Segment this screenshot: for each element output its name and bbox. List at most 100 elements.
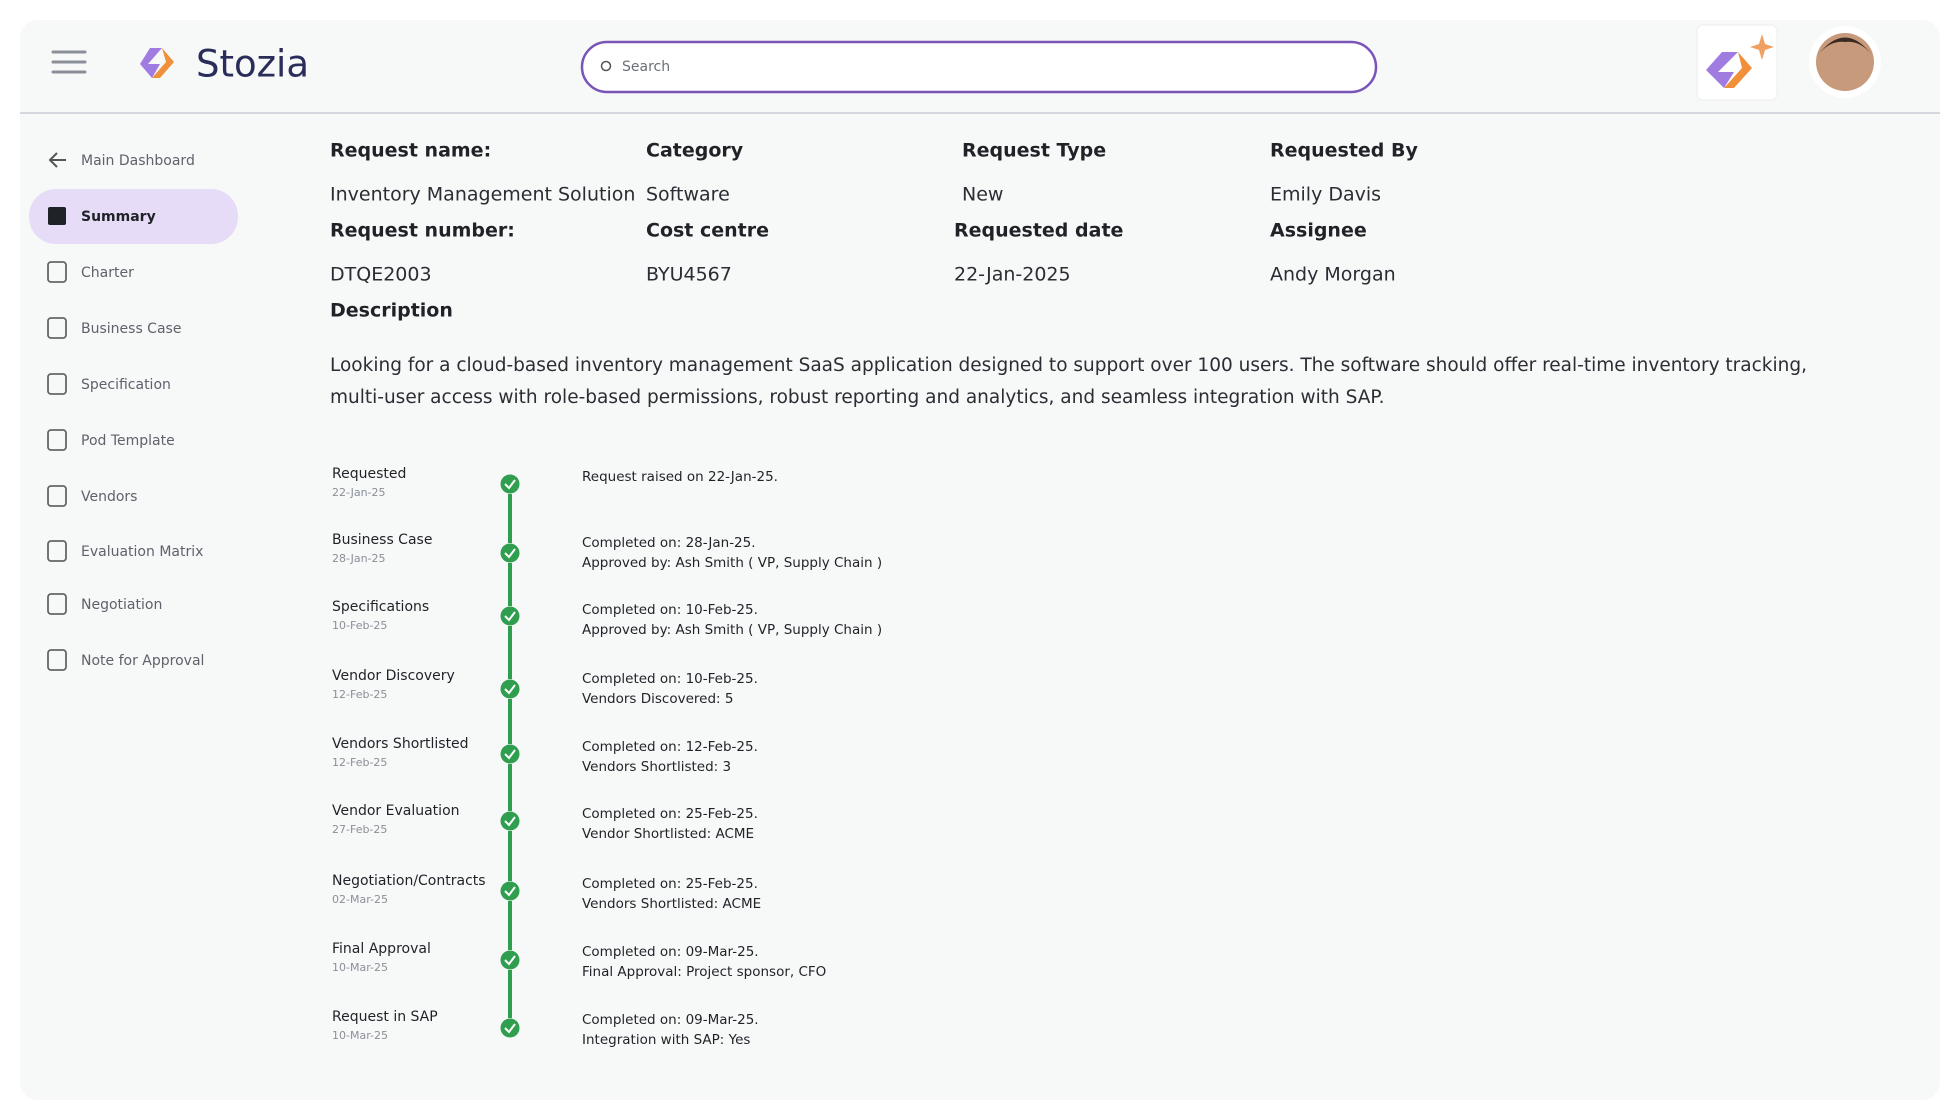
step-date: 10-Mar-25 bbox=[332, 961, 388, 974]
step-title: Request in SAP bbox=[332, 1009, 438, 1025]
step-detail: Completed on: 09-Mar-25. bbox=[582, 944, 759, 960]
step-date: 10-Mar-25 bbox=[332, 1029, 388, 1042]
nav-item[interactable]: Vendors bbox=[81, 489, 137, 505]
description-text: multi-user access with role-based permis… bbox=[330, 387, 1385, 408]
step-status bbox=[500, 543, 520, 563]
step-date: 12-Feb-25 bbox=[332, 688, 387, 701]
active-nav-highlight bbox=[29, 189, 238, 244]
nav-icon bbox=[47, 593, 67, 615]
nav-item[interactable]: Summary bbox=[81, 209, 156, 225]
field-value: 22-Jan-2025 bbox=[954, 264, 1071, 286]
step-detail: Integration with SAP: Yes bbox=[582, 1032, 750, 1048]
step-check bbox=[504, 886, 516, 897]
step-date: 02-Mar-25 bbox=[332, 893, 388, 906]
step-title: Final Approval bbox=[332, 941, 431, 957]
step-detail: Vendor Shortlisted: ACME bbox=[582, 826, 754, 842]
step-date: 27-Feb-25 bbox=[332, 823, 387, 836]
field-value: Inventory Management Solution bbox=[330, 184, 635, 206]
step-date: 12-Feb-25 bbox=[332, 756, 387, 769]
field-label: Request number: bbox=[330, 220, 515, 242]
step-check bbox=[504, 684, 516, 695]
step-date: 22-Jan-25 bbox=[332, 486, 386, 499]
field-value: DTQE2003 bbox=[330, 264, 432, 286]
nav-icon bbox=[47, 649, 67, 671]
step-detail: Completed on: 12-Feb-25. bbox=[582, 739, 758, 755]
search-icon bbox=[600, 60, 612, 72]
menu-button[interactable] bbox=[51, 50, 87, 74]
step-detail: Approved by: Ash Smith ( VP, Supply Chai… bbox=[582, 555, 882, 571]
step-check bbox=[504, 816, 516, 827]
step-detail: Completed on: 28-Jan-25. bbox=[582, 535, 756, 551]
step-check bbox=[504, 1023, 516, 1034]
field-value: BYU4567 bbox=[646, 264, 732, 286]
assistant-icon bbox=[1706, 34, 1774, 88]
nav-item[interactable]: Negotiation bbox=[81, 597, 162, 613]
step-detail: Request raised on 22-Jan-25. bbox=[582, 469, 778, 485]
nav-icon bbox=[47, 429, 67, 451]
nav-icon bbox=[48, 152, 66, 168]
step-detail: Completed on: 10-Feb-25. bbox=[582, 671, 758, 687]
step-title: Negotiation/Contracts bbox=[332, 873, 486, 889]
step-title: Requested bbox=[332, 466, 406, 482]
step-status bbox=[500, 881, 520, 901]
nav-item[interactable]: Evaluation Matrix bbox=[81, 544, 203, 560]
step-title: Vendors Shortlisted bbox=[332, 736, 469, 752]
step-detail: Completed on: 25-Feb-25. bbox=[582, 806, 758, 822]
step-check bbox=[504, 479, 516, 490]
nav-item[interactable]: Note for Approval bbox=[81, 653, 204, 669]
avatar bbox=[1816, 33, 1874, 91]
step-detail: Approved by: Ash Smith ( VP, Supply Chai… bbox=[582, 622, 882, 638]
step-check bbox=[504, 548, 516, 559]
assistant-button[interactable] bbox=[1696, 24, 1778, 101]
step-check bbox=[504, 611, 516, 622]
step-title: Specifications bbox=[332, 599, 429, 615]
nav-item[interactable]: Pod Template bbox=[81, 433, 175, 449]
step-detail: Vendors Shortlisted: ACME bbox=[582, 896, 761, 912]
field-value: Andy Morgan bbox=[1270, 264, 1396, 286]
field-label: Requested By bbox=[1270, 140, 1419, 162]
step-detail: Completed on: 25-Feb-25. bbox=[582, 876, 758, 892]
nav-icon bbox=[47, 317, 67, 339]
step-date: 10-Feb-25 bbox=[332, 619, 387, 632]
step-detail: Completed on: 10-Feb-25. bbox=[582, 602, 758, 618]
step-title: Vendor Discovery bbox=[332, 668, 455, 684]
nav-item[interactable]: Specification bbox=[81, 377, 171, 393]
field-value: New bbox=[962, 184, 1003, 206]
field-label: Request Type bbox=[962, 140, 1106, 162]
search-box[interactable] bbox=[580, 40, 1378, 94]
step-date: 28-Jan-25 bbox=[332, 552, 386, 565]
nav-icon bbox=[47, 485, 67, 507]
field-value: Software bbox=[646, 184, 730, 206]
nav-icon bbox=[48, 207, 66, 225]
step-detail: Completed on: 09-Mar-25. bbox=[582, 1012, 759, 1028]
step-title: Business Case bbox=[332, 532, 432, 548]
nav-icon bbox=[47, 373, 67, 395]
search-placeholder: Search bbox=[622, 59, 670, 75]
step-check bbox=[504, 749, 516, 760]
content: Main Dashboard Summary Charter Business Cas… bbox=[47, 140, 1807, 1048]
step-status bbox=[500, 679, 520, 699]
step-status bbox=[500, 606, 520, 626]
field-value: Emily Davis bbox=[1270, 184, 1381, 206]
step-detail: Vendors Discovered: 5 bbox=[582, 691, 733, 707]
field-label: Assignee bbox=[1270, 220, 1367, 242]
nav-item[interactable]: Business Case bbox=[81, 321, 181, 337]
nav-icon bbox=[47, 540, 67, 562]
step-detail: Vendors Shortlisted: 3 bbox=[582, 759, 731, 775]
step-title: Vendor Evaluation bbox=[332, 803, 460, 819]
brand: Stozia bbox=[196, 43, 309, 86]
avatar-hair bbox=[1818, 37, 1872, 55]
step-check bbox=[504, 955, 516, 966]
nav-item[interactable]: Main Dashboard bbox=[81, 153, 195, 169]
logo bbox=[140, 48, 174, 78]
card bbox=[20, 20, 1940, 1100]
description-label: Description bbox=[330, 300, 453, 322]
nav-icon bbox=[47, 261, 67, 283]
description-text: Looking for a cloud-based inventory mana… bbox=[330, 355, 1807, 376]
field-label: Requested date bbox=[954, 220, 1123, 242]
field-label: Category bbox=[646, 140, 744, 162]
nav-item[interactable]: Charter bbox=[81, 265, 134, 281]
step-detail: Final Approval: Project sponsor, CFO bbox=[582, 964, 826, 980]
field-label: Cost centre bbox=[646, 220, 769, 242]
